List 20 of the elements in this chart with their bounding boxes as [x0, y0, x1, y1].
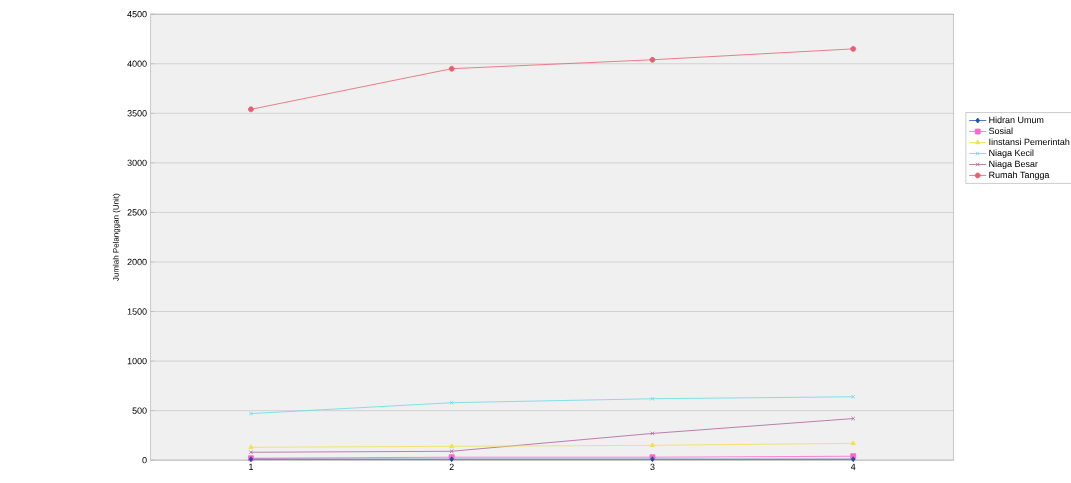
y-tick-label: 2500	[127, 209, 147, 216]
x-tick-label: 2	[449, 463, 454, 470]
y-tick-label: 3000	[127, 159, 147, 167]
y-tick-label: 500	[132, 407, 147, 414]
legend-label: Iinstansi Pemerintah	[989, 138, 1070, 146]
y-tick-label: 0	[142, 457, 147, 464]
y-tick-label: 4500	[127, 11, 147, 18]
legend-label: Niaga Besar	[989, 160, 1038, 169]
x-tick-label: 3	[650, 463, 655, 471]
legend-label: Sosial	[989, 127, 1013, 135]
y-tick-label: 1500	[127, 308, 147, 315]
y-tick-label: 3500	[127, 110, 147, 117]
y-tick-label: 1000	[127, 357, 147, 365]
legend-label: Niaga Kecil	[989, 149, 1034, 158]
x-tick-label: 4	[850, 463, 856, 470]
x-tick-label: 1	[249, 463, 253, 470]
y-tick-label: 4000	[127, 60, 147, 67]
legend-label: Rumah Tangga	[989, 171, 1050, 180]
y-tick-label: 2000	[127, 258, 147, 266]
legend-label: Hidran Umum	[989, 116, 1044, 124]
